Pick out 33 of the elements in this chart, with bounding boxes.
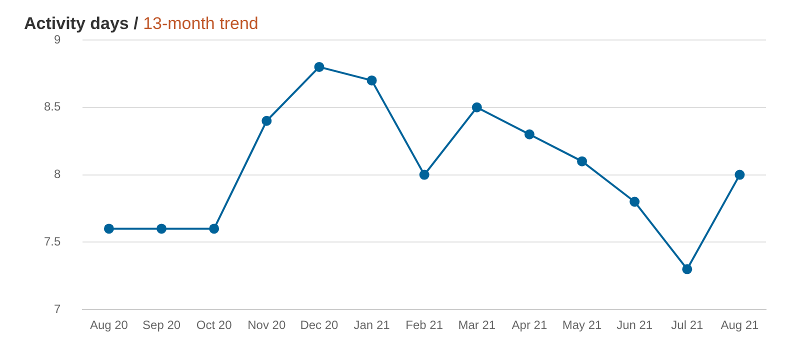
x-tick-label: Jul 21 xyxy=(671,318,704,332)
y-tick-label: 7 xyxy=(54,302,61,316)
x-tick-label: Aug 21 xyxy=(720,318,760,332)
x-tick-label: Sep 20 xyxy=(142,318,181,332)
point xyxy=(630,196,640,207)
x-tick-label: Nov 20 xyxy=(248,318,286,332)
point xyxy=(366,75,377,86)
point xyxy=(419,170,430,180)
chart-subtitle: 13-month trend xyxy=(143,14,258,33)
y-tick-label: 8 xyxy=(54,167,61,182)
x-tick-label: Apr 21 xyxy=(512,318,548,332)
x-tick-label: Jan 21 xyxy=(354,318,390,332)
point xyxy=(209,224,220,234)
point xyxy=(262,116,272,126)
point xyxy=(524,129,534,140)
point xyxy=(472,102,482,112)
x-tick-label: Mar 21 xyxy=(458,318,496,332)
x-tick-label: Dec 20 xyxy=(300,318,339,332)
x-tick-label: Oct 20 xyxy=(196,318,232,332)
point xyxy=(314,62,324,72)
point xyxy=(104,224,114,234)
x-tick-label: Feb 21 xyxy=(406,318,444,332)
x-tick-label: May 21 xyxy=(562,318,602,332)
y-tick-label: 9 xyxy=(54,32,61,46)
x-tick-label: Jun 21 xyxy=(616,318,653,332)
point xyxy=(682,264,692,274)
chart-title: Activity days / xyxy=(24,14,138,33)
point xyxy=(734,170,745,180)
point xyxy=(577,156,588,166)
y-tick-label: 7.5 xyxy=(44,234,61,249)
y-tick-label: 8.5 xyxy=(44,100,61,114)
point xyxy=(156,224,167,234)
x-tick-label: Aug 20 xyxy=(90,318,128,332)
